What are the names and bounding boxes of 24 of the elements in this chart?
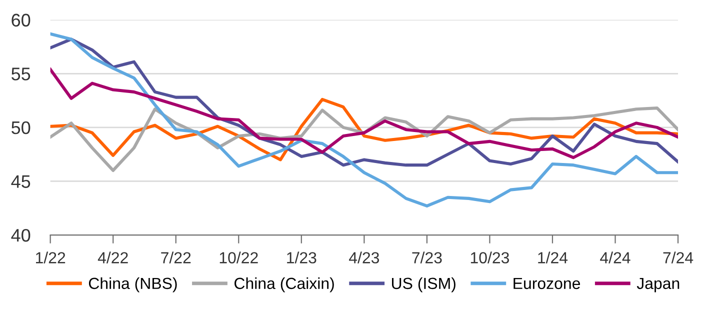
x-tick-label: 1/24 [538,252,568,264]
x-tick-label: 7/23 [412,252,442,264]
x-tick-label: 1/23 [287,252,316,264]
legend-label: Eurozone [514,278,580,290]
x-tick-label: 7/24 [663,252,694,264]
x-tick-label: 7/22 [161,252,191,264]
line-series [50,32,678,208]
x-tick-label: 4/23 [349,252,380,264]
y-tick-label: 55 [12,68,30,80]
y-tick-label: 40 [11,228,30,242]
x-tick-label: 4/22 [98,252,128,264]
line-series [50,68,678,160]
y-tick-label: 60 [12,14,30,27]
y-tick-label: 50 [12,121,30,134]
line-series [50,38,678,167]
x-tick-label: 10/23 [470,252,509,264]
legend-label: China (NBS) [88,277,177,292]
x-tick-label: 4/24 [600,252,630,264]
legend-label: US (ISM) [392,277,456,292]
legend-label: China (Caixin) [234,277,334,292]
x-tick-label: 1/22 [36,252,66,264]
x-tick-label: 10/22 [220,252,258,264]
legend-label: Japan [636,278,680,292]
y-tick-label: 45 [11,175,30,188]
